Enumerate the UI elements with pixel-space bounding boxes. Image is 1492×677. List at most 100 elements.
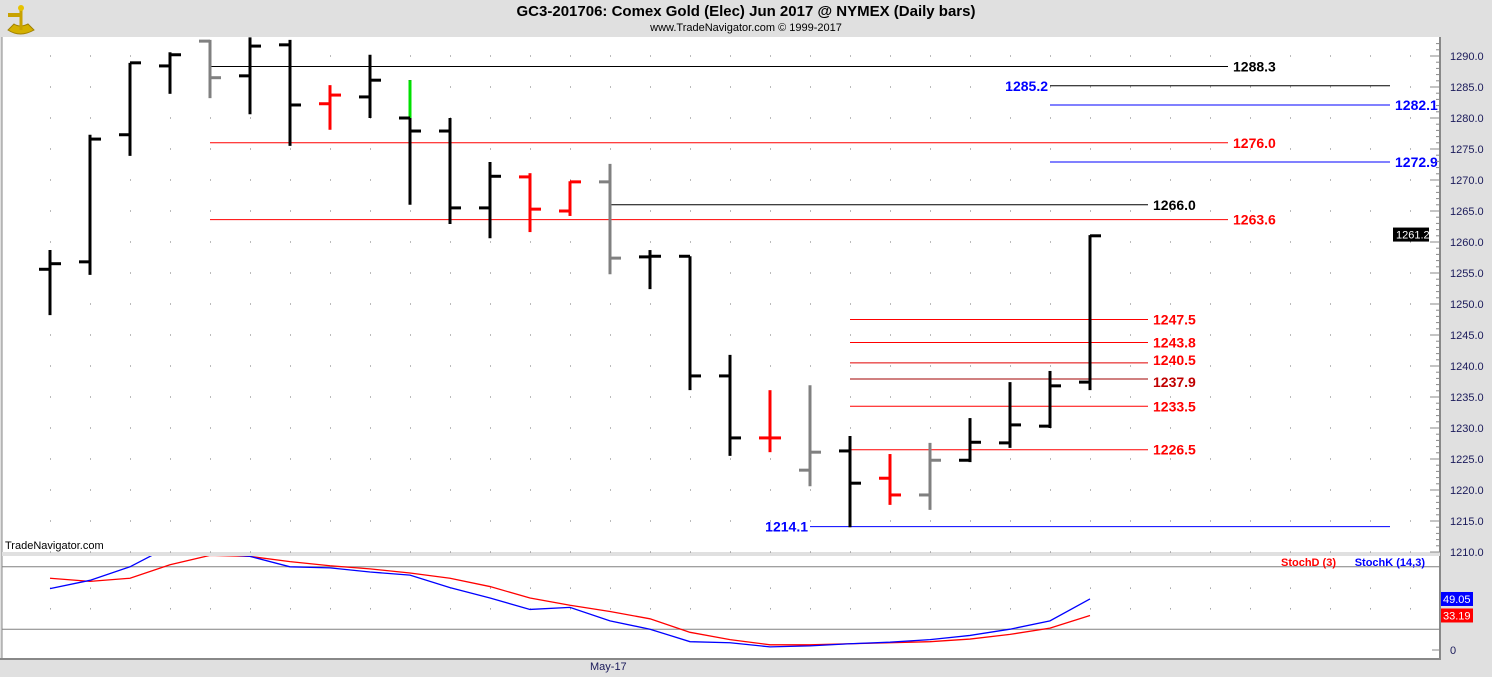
grid-dot bbox=[570, 303, 571, 305]
ohlc-bar bbox=[959, 418, 981, 463]
grid-dot bbox=[450, 365, 451, 367]
grid-dot bbox=[1210, 148, 1211, 150]
grid-dot bbox=[130, 551, 131, 553]
grid-dot bbox=[650, 520, 651, 522]
grid-dot bbox=[810, 334, 811, 336]
grid-dot bbox=[1370, 148, 1371, 150]
grid-dot bbox=[1330, 551, 1331, 553]
grid-dot bbox=[770, 179, 771, 181]
grid-dot bbox=[970, 396, 971, 398]
level-label: 1276.0 bbox=[1233, 135, 1276, 151]
ohlc-bar bbox=[39, 250, 61, 316]
grid-dot bbox=[1410, 272, 1411, 274]
grid-dot bbox=[530, 86, 531, 88]
grid-dot bbox=[1330, 587, 1331, 589]
grid-dot bbox=[1290, 210, 1291, 212]
grid-dot bbox=[1050, 210, 1051, 212]
grid-dot bbox=[1370, 427, 1371, 429]
grid-dot bbox=[490, 241, 491, 243]
grid-dot bbox=[770, 334, 771, 336]
grid-dot bbox=[370, 520, 371, 522]
grid-dot bbox=[210, 272, 211, 274]
ohlc-bar bbox=[559, 180, 581, 216]
grid-dot bbox=[330, 365, 331, 367]
grid-dot bbox=[930, 551, 931, 553]
grid-dot bbox=[970, 303, 971, 305]
grid-dot bbox=[1290, 148, 1291, 150]
grid-dot bbox=[970, 489, 971, 491]
grid-dot bbox=[1410, 334, 1411, 336]
grid-dot bbox=[370, 551, 371, 553]
grid-dot bbox=[1010, 608, 1011, 610]
grid-dot bbox=[850, 334, 851, 336]
grid-dot bbox=[370, 587, 371, 589]
grid-dot bbox=[450, 272, 451, 274]
grid-dot bbox=[1210, 179, 1211, 181]
grid-dot bbox=[1050, 86, 1051, 88]
stoch-last-badge bbox=[1441, 591, 1473, 606]
level-label: 1288.3 bbox=[1233, 59, 1276, 75]
grid-dot bbox=[1330, 117, 1331, 119]
grid-dot bbox=[730, 489, 731, 491]
grid-dot bbox=[1210, 334, 1211, 336]
grid-dot bbox=[650, 55, 651, 57]
chart-subtitle: www.TradeNavigator.com © 1999-2017 bbox=[650, 22, 842, 34]
grid-dot bbox=[1410, 587, 1411, 589]
grid-dot bbox=[1090, 210, 1091, 212]
grid-dot bbox=[130, 334, 131, 336]
y-tick-label: 1290.0 bbox=[1450, 51, 1484, 63]
grid-dot bbox=[1290, 520, 1291, 522]
grid-dot bbox=[50, 241, 51, 243]
grid-dot bbox=[930, 365, 931, 367]
grid-dot bbox=[970, 365, 971, 367]
grid-dot bbox=[250, 427, 251, 429]
grid-dot bbox=[530, 458, 531, 460]
grid-dot bbox=[410, 210, 411, 212]
grid-dot bbox=[1050, 365, 1051, 367]
grid-dot bbox=[1330, 272, 1331, 274]
ohlc-bar bbox=[239, 37, 261, 115]
grid-dot bbox=[1370, 396, 1371, 398]
grid-dot bbox=[1410, 396, 1411, 398]
grid-dot bbox=[570, 117, 571, 119]
grid-dot bbox=[1210, 86, 1211, 88]
grid-dot bbox=[970, 272, 971, 274]
grid-dot bbox=[810, 210, 811, 212]
grid-dot bbox=[890, 551, 891, 553]
grid-dot bbox=[770, 365, 771, 367]
grid-dot bbox=[1250, 520, 1251, 522]
grid-dot bbox=[410, 303, 411, 305]
grid-dot bbox=[770, 458, 771, 460]
grid-dot bbox=[650, 148, 651, 150]
grid-dot bbox=[1250, 551, 1251, 553]
grid-dot bbox=[1330, 241, 1331, 243]
grid-dot bbox=[1090, 608, 1091, 610]
grid-dot bbox=[810, 241, 811, 243]
grid-dot bbox=[210, 587, 211, 589]
grid-dot bbox=[770, 241, 771, 243]
grid-dot bbox=[770, 148, 771, 150]
grid-dot bbox=[570, 55, 571, 57]
grid-dot bbox=[570, 427, 571, 429]
grid-dot bbox=[770, 489, 771, 491]
grid-dot bbox=[250, 303, 251, 305]
grid-dot bbox=[850, 210, 851, 212]
grid-dot bbox=[1170, 427, 1171, 429]
grid-dot bbox=[1330, 55, 1331, 57]
grid-dot bbox=[890, 587, 891, 589]
level-label: 1272.9 bbox=[1395, 154, 1438, 170]
grid-dot bbox=[290, 551, 291, 553]
grid-dot bbox=[130, 489, 131, 491]
ohlc-bar bbox=[599, 163, 621, 275]
grid-dot bbox=[1410, 489, 1411, 491]
level-label: 1214.1 bbox=[765, 519, 808, 535]
grid-dot bbox=[50, 520, 51, 522]
grid-dot bbox=[530, 303, 531, 305]
ohlc-bar bbox=[1039, 370, 1061, 428]
grid-dot bbox=[90, 55, 91, 57]
grid-dot bbox=[130, 608, 131, 610]
grid-dot bbox=[1090, 520, 1091, 522]
ohlc-bar bbox=[799, 385, 821, 487]
grid-dot bbox=[170, 587, 171, 589]
grid-dot bbox=[450, 427, 451, 429]
